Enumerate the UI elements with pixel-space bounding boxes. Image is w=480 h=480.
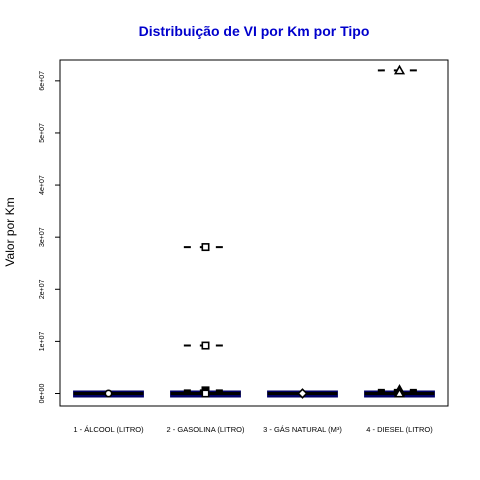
mean-marker: [104, 389, 113, 398]
outlier-marker: [201, 341, 210, 350]
x-axis: 1 - ÁLCOOL (LITRO) 2 - GASOLINA (LITRO) 3 …: [73, 425, 433, 434]
plot-frame: [59, 59, 449, 407]
y-tick-label: 1e+07: [39, 331, 46, 351]
boxes-layer: [73, 64, 435, 399]
x-tick-label: 2 - GASOLINA (LITRO): [167, 425, 245, 434]
x-tick-label: 1 - ÁLCOOL (LITRO): [73, 425, 144, 434]
x-tick-label: 3 - GÁS NATURAL (M³): [263, 425, 342, 434]
y-tick-label: 3e+07: [39, 227, 46, 247]
y-tick-label: 2e+07: [39, 279, 46, 299]
chart-title: Distribuição de VI por Km por Tipo: [139, 23, 370, 39]
y-tick-label: 6e+07: [39, 71, 46, 91]
mean-marker: [201, 389, 210, 398]
y-axis-label: Valor por Km: [3, 197, 17, 266]
outlier-marker: [393, 64, 406, 75]
mean-marker: [297, 388, 308, 399]
y-tick-label: 0e+00: [39, 384, 46, 404]
y-tick-label: 5e+07: [39, 123, 46, 143]
mean-marker: [393, 387, 406, 398]
outlier-marker: [201, 243, 210, 252]
y-axis: 0e+00 1e+07 2e+07 3e+07 4e+07 5e+07 6e+07: [39, 71, 60, 403]
x-tick-label: 4 - DIESEL (LITRO): [366, 425, 433, 434]
y-tick-label: 4e+07: [39, 175, 46, 195]
